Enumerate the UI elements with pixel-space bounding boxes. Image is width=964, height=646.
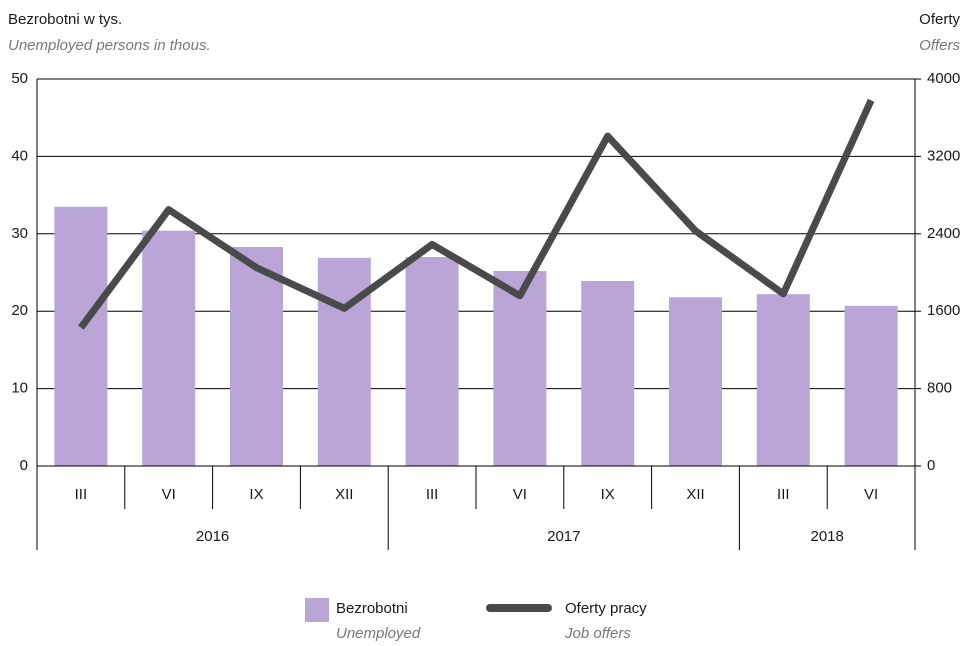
bar: [142, 230, 196, 466]
y2-tick-label: 1600: [927, 302, 960, 319]
bar: [405, 257, 459, 466]
y-tick-label: 50: [11, 70, 28, 87]
bar: [230, 246, 283, 466]
x-tick-label: III: [777, 486, 790, 503]
x-tick-label: VI: [162, 486, 176, 503]
group-label: 2018: [811, 528, 844, 545]
x-tick-label: XII: [335, 486, 353, 503]
y2-tick-label: 2400: [927, 225, 960, 242]
y-tick-label: 20: [11, 302, 28, 319]
x-tick-label: VI: [864, 486, 878, 503]
bar: [581, 281, 635, 466]
y-tick-label: 10: [11, 380, 28, 397]
bar: [669, 297, 722, 466]
x-tick-label: XII: [686, 486, 704, 503]
line: [78, 98, 875, 330]
group-label: 2016: [196, 528, 229, 545]
bar: [317, 257, 371, 466]
legend-label: Oferty pracy: [565, 600, 647, 617]
y-tick-label: 0: [20, 457, 28, 474]
y2-tick-label: 3200: [927, 147, 960, 164]
legend-label: Bezrobotni: [336, 600, 408, 617]
y2-subtitle: Offers: [919, 37, 960, 54]
x-tick-label: IX: [249, 486, 263, 503]
y-subtitle: Unemployed persons in thous.: [8, 37, 211, 54]
legend-sublabel: Job offers: [564, 625, 631, 642]
y2-tick-label: 0: [927, 457, 935, 474]
y2-title: Oferty: [919, 11, 960, 28]
x-tick-label: VI: [513, 486, 527, 503]
bar: [493, 270, 547, 466]
x-tick-label: III: [75, 486, 88, 503]
x-tick-label: IX: [601, 486, 615, 503]
y-tick-label: 30: [11, 225, 28, 242]
bar: [844, 305, 898, 466]
y2-tick-label: 800: [927, 380, 952, 397]
y2-tick-label: 4000: [927, 70, 960, 87]
bar: [54, 206, 108, 466]
group-label: 2017: [547, 528, 580, 545]
legend-sublabel: Unemployed: [336, 625, 421, 642]
bar: [756, 294, 810, 466]
legend-swatch: [305, 598, 329, 622]
x-tick-label: III: [426, 486, 439, 503]
y-tick-label: 40: [11, 147, 28, 164]
y-title: Bezrobotni w tys.: [8, 11, 122, 28]
